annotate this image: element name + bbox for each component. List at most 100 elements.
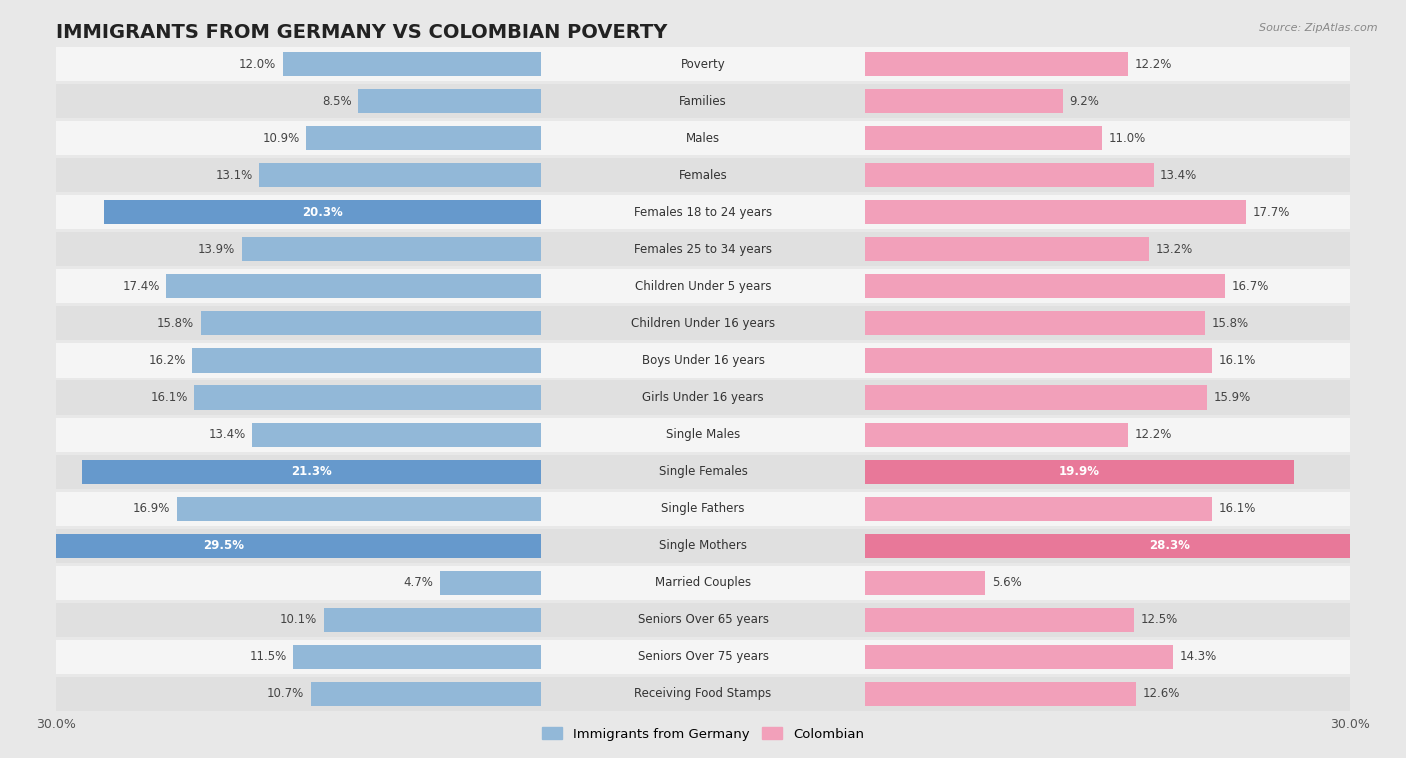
Bar bbox=[865, 608, 1135, 632]
Text: 12.5%: 12.5% bbox=[1140, 613, 1178, 626]
Text: 16.2%: 16.2% bbox=[148, 354, 186, 367]
Text: 10.1%: 10.1% bbox=[280, 613, 318, 626]
Bar bbox=[193, 349, 541, 372]
Text: 11.0%: 11.0% bbox=[1108, 132, 1146, 145]
Bar bbox=[56, 158, 1350, 193]
Bar bbox=[56, 121, 1350, 155]
Bar bbox=[259, 163, 541, 187]
Bar bbox=[865, 89, 1063, 113]
Text: Males: Males bbox=[686, 132, 720, 145]
Bar bbox=[865, 312, 1205, 336]
Text: 16.9%: 16.9% bbox=[134, 503, 170, 515]
Text: Single Fathers: Single Fathers bbox=[661, 503, 745, 515]
Text: 8.5%: 8.5% bbox=[322, 95, 352, 108]
Bar bbox=[865, 682, 1136, 706]
Text: Girls Under 16 years: Girls Under 16 years bbox=[643, 391, 763, 404]
Legend: Immigrants from Germany, Colombian: Immigrants from Germany, Colombian bbox=[537, 722, 869, 746]
Text: 20.3%: 20.3% bbox=[302, 205, 343, 219]
Bar bbox=[323, 608, 541, 632]
Bar bbox=[56, 640, 1350, 674]
Bar bbox=[56, 306, 1350, 340]
Bar bbox=[56, 418, 1350, 452]
Bar bbox=[865, 237, 1149, 262]
Text: 12.6%: 12.6% bbox=[1143, 688, 1180, 700]
Bar bbox=[56, 565, 1350, 600]
Text: 12.0%: 12.0% bbox=[239, 58, 276, 70]
Bar bbox=[359, 89, 541, 113]
Text: Boys Under 16 years: Boys Under 16 years bbox=[641, 354, 765, 367]
Text: Single Males: Single Males bbox=[666, 428, 740, 441]
Text: 17.4%: 17.4% bbox=[122, 280, 160, 293]
Bar bbox=[865, 126, 1102, 150]
Bar bbox=[865, 52, 1128, 76]
Text: 14.3%: 14.3% bbox=[1180, 650, 1216, 663]
Text: 12.2%: 12.2% bbox=[1135, 58, 1171, 70]
Bar bbox=[56, 84, 1350, 118]
Text: 13.4%: 13.4% bbox=[1160, 169, 1198, 182]
Text: Females 25 to 34 years: Females 25 to 34 years bbox=[634, 243, 772, 255]
Text: 15.8%: 15.8% bbox=[157, 317, 194, 330]
Text: Females: Females bbox=[679, 169, 727, 182]
Bar bbox=[177, 496, 541, 521]
Bar bbox=[104, 200, 541, 224]
Text: Receiving Food Stamps: Receiving Food Stamps bbox=[634, 688, 772, 700]
Text: Families: Families bbox=[679, 95, 727, 108]
Bar bbox=[865, 571, 986, 595]
Text: Females 18 to 24 years: Females 18 to 24 years bbox=[634, 205, 772, 219]
Text: 5.6%: 5.6% bbox=[991, 576, 1022, 589]
Bar bbox=[865, 422, 1128, 446]
Bar bbox=[242, 237, 541, 262]
Bar bbox=[82, 459, 541, 484]
Bar bbox=[294, 645, 541, 669]
Text: Single Mothers: Single Mothers bbox=[659, 539, 747, 553]
Text: Seniors Over 75 years: Seniors Over 75 years bbox=[637, 650, 769, 663]
Bar bbox=[56, 343, 1350, 377]
Text: Source: ZipAtlas.com: Source: ZipAtlas.com bbox=[1260, 23, 1378, 33]
Bar bbox=[865, 349, 1212, 372]
Bar bbox=[0, 534, 541, 558]
Bar bbox=[865, 386, 1208, 409]
Text: Children Under 16 years: Children Under 16 years bbox=[631, 317, 775, 330]
Text: 11.5%: 11.5% bbox=[250, 650, 287, 663]
Bar bbox=[865, 534, 1406, 558]
Text: 10.9%: 10.9% bbox=[263, 132, 299, 145]
Bar bbox=[56, 492, 1350, 526]
Bar bbox=[307, 126, 541, 150]
Bar bbox=[865, 163, 1153, 187]
Text: 21.3%: 21.3% bbox=[291, 465, 332, 478]
Text: Seniors Over 65 years: Seniors Over 65 years bbox=[637, 613, 769, 626]
Bar bbox=[865, 459, 1294, 484]
Bar bbox=[253, 422, 541, 446]
Bar bbox=[865, 200, 1246, 224]
Bar bbox=[166, 274, 541, 299]
Text: 13.1%: 13.1% bbox=[215, 169, 253, 182]
Bar bbox=[56, 232, 1350, 266]
Bar bbox=[201, 312, 541, 336]
Text: 13.4%: 13.4% bbox=[208, 428, 246, 441]
Bar bbox=[311, 682, 541, 706]
Text: Poverty: Poverty bbox=[681, 58, 725, 70]
Bar bbox=[283, 52, 541, 76]
Bar bbox=[440, 571, 541, 595]
Text: 16.7%: 16.7% bbox=[1232, 280, 1268, 293]
Bar bbox=[865, 496, 1212, 521]
Text: Married Couples: Married Couples bbox=[655, 576, 751, 589]
Text: 19.9%: 19.9% bbox=[1059, 465, 1099, 478]
Text: 17.7%: 17.7% bbox=[1253, 205, 1291, 219]
Text: 28.3%: 28.3% bbox=[1149, 539, 1191, 553]
Bar bbox=[56, 269, 1350, 303]
Text: Single Females: Single Females bbox=[658, 465, 748, 478]
Bar bbox=[194, 386, 541, 409]
Text: 16.1%: 16.1% bbox=[1218, 503, 1256, 515]
Bar bbox=[865, 274, 1225, 299]
Text: 9.2%: 9.2% bbox=[1070, 95, 1099, 108]
Text: 12.2%: 12.2% bbox=[1135, 428, 1171, 441]
Text: IMMIGRANTS FROM GERMANY VS COLOMBIAN POVERTY: IMMIGRANTS FROM GERMANY VS COLOMBIAN POV… bbox=[56, 23, 668, 42]
Text: 16.1%: 16.1% bbox=[1218, 354, 1256, 367]
Text: 15.8%: 15.8% bbox=[1212, 317, 1249, 330]
Bar bbox=[865, 645, 1173, 669]
Text: 10.7%: 10.7% bbox=[267, 688, 304, 700]
Bar bbox=[56, 455, 1350, 489]
Bar bbox=[56, 381, 1350, 415]
Text: 16.1%: 16.1% bbox=[150, 391, 188, 404]
